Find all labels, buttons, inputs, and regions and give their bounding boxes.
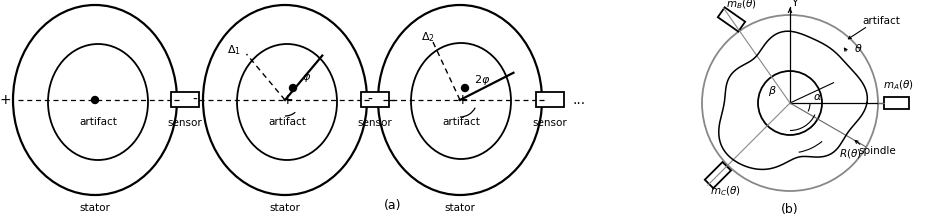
Text: spindle: spindle [858,146,896,156]
Text: (a): (a) [384,198,401,211]
Text: $\alpha$: $\alpha$ [813,92,822,102]
Text: artifact: artifact [268,117,306,127]
Bar [884,97,908,109]
Text: $2\varphi$: $2\varphi$ [474,73,490,87]
Text: ...: ... [572,93,585,107]
Bar [171,92,199,108]
Text: sensor: sensor [167,118,202,128]
Text: Y: Y [791,0,798,8]
Text: artifact: artifact [862,16,900,26]
Text: $\beta$: $\beta$ [768,84,776,98]
Text: $m_B(\theta)$: $m_B(\theta)$ [726,0,757,11]
Text: +: + [0,93,11,107]
Ellipse shape [13,5,177,195]
Circle shape [462,84,468,92]
Text: artifact: artifact [79,117,117,127]
Text: $\theta$: $\theta$ [854,42,862,54]
Bar [361,92,389,108]
Text: $m_A(\theta)$: $m_A(\theta)$ [883,78,914,92]
Text: $m_C(\theta)$: $m_C(\theta)$ [711,184,742,198]
Text: sensor: sensor [533,118,568,128]
Text: +: + [456,93,468,107]
Text: stator: stator [445,203,476,213]
Text: artifact: artifact [442,117,480,127]
Text: sensor: sensor [357,118,392,128]
Text: X: X [901,99,908,109]
Ellipse shape [237,44,337,160]
Text: +: + [281,93,293,107]
Text: $R(\theta)$: $R(\theta)$ [838,147,861,160]
Bar [536,92,564,108]
Text: $\Delta_1$: $\Delta_1$ [227,43,242,57]
Text: $\Delta_2$: $\Delta_2$ [420,30,434,44]
Circle shape [91,97,99,103]
Text: (b): (b) [781,204,799,216]
Text: stator: stator [80,203,110,213]
Ellipse shape [48,44,148,160]
Ellipse shape [378,5,542,195]
Bar [718,7,745,31]
Text: $\varphi$: $\varphi$ [303,72,311,84]
Bar [705,162,731,188]
Text: stator: stator [270,203,301,213]
Ellipse shape [411,43,511,159]
Text: -: - [368,93,372,107]
Circle shape [290,84,296,92]
Text: -: - [193,93,197,107]
Ellipse shape [203,5,367,195]
